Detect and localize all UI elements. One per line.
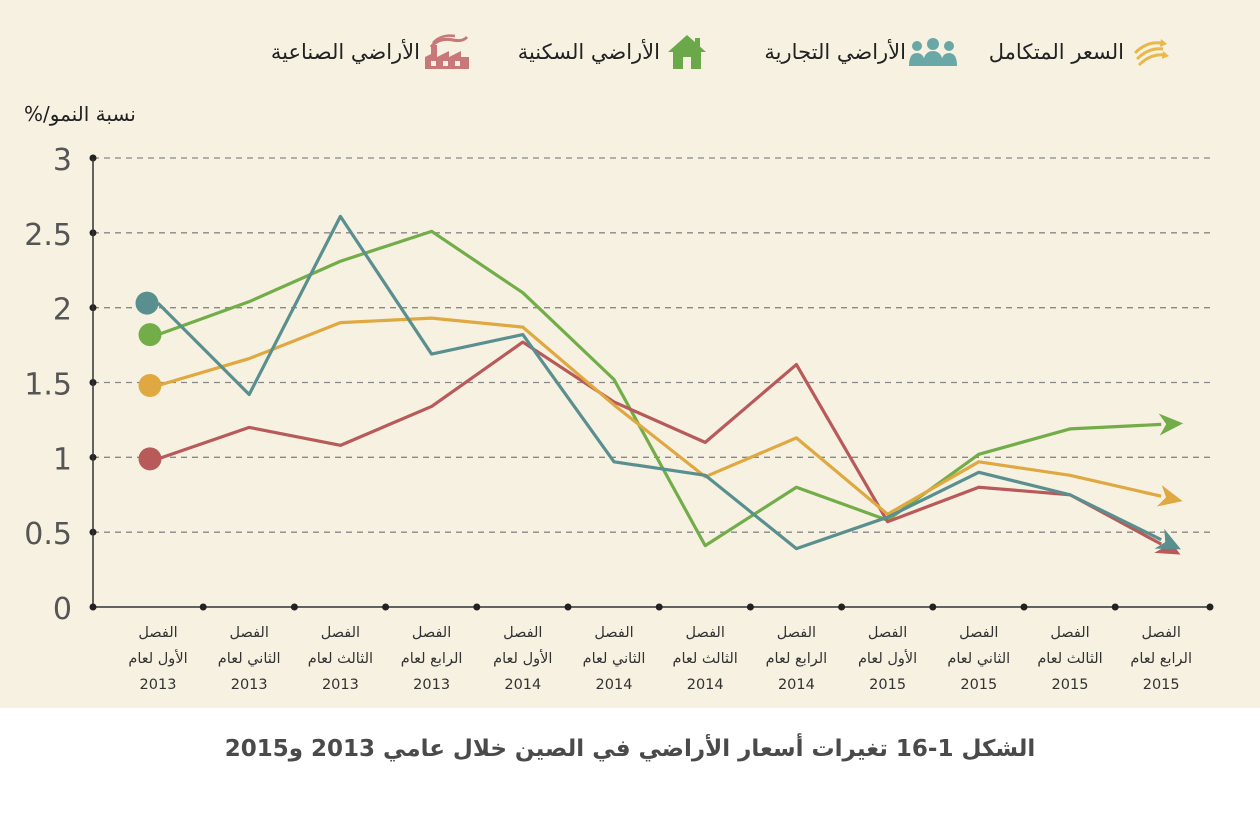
x-tick-label-line: الفصل xyxy=(1050,625,1090,641)
x-tick-label-line: 2013 xyxy=(139,677,177,693)
legend-item-industrial-land: الأراضي الصناعية xyxy=(261,30,474,74)
house-icon xyxy=(660,30,714,74)
x-tick-label: الفصل الأول لعام 2015 xyxy=(843,620,933,698)
y-tick-label: 2.5 xyxy=(24,218,72,253)
x-tick-label: الفصل الرابع لعام 2014 xyxy=(751,620,841,698)
x-tick-dot xyxy=(1020,603,1028,611)
factory-icon xyxy=(420,30,474,74)
legend-item-commercial-land: الأراضي التجارية xyxy=(754,30,960,74)
x-tick-dot xyxy=(89,603,97,611)
y-tick-label: 1.5 xyxy=(24,368,72,403)
x-tick-label-line: الفصل xyxy=(1141,625,1181,641)
x-tick-label-line: الثاني لعام xyxy=(217,651,281,667)
x-tick-label-line: 2015 xyxy=(869,677,907,693)
legend-item-residential-land: الأراضي السكنية xyxy=(508,30,714,74)
x-tick-label-line: الرابع لعام xyxy=(1130,651,1193,667)
x-tick-dot xyxy=(746,603,754,611)
series-start-marker xyxy=(138,323,162,347)
series-arrowhead xyxy=(1156,485,1183,507)
x-tick-label-line: 2014 xyxy=(686,677,724,693)
x-tick-label: الفصل الأول لعام 2013 xyxy=(113,620,203,698)
x-tick-dot xyxy=(1111,603,1119,611)
x-tick-label: الفصل الثاني لعام 2015 xyxy=(934,620,1024,698)
series-line xyxy=(156,214,1162,551)
x-tick-label-line: الرابع لعام xyxy=(400,651,463,667)
x-tick-label: الفصل الرابع لعام 2015 xyxy=(1116,620,1206,698)
x-tick-label-line: 2015 xyxy=(1142,677,1180,693)
x-tick-label-line: 2013 xyxy=(230,677,268,693)
y-tick-label: 0.5 xyxy=(24,517,72,552)
x-tick-label-line: 2013 xyxy=(321,677,359,693)
series-start-marker xyxy=(135,291,159,315)
y-axis-label: نسبة النمو/% xyxy=(24,102,136,126)
x-tick-label-line: الأول لعام xyxy=(493,651,553,667)
y-tick-label: 2 xyxy=(53,293,72,328)
x-tick-label-line: الأول لعام xyxy=(857,651,918,667)
y-tick-label: 3 xyxy=(53,143,72,178)
x-tick-label-line: الفصل xyxy=(411,625,452,641)
x-tick-label-line: 2014 xyxy=(777,677,815,693)
x-tick-dot xyxy=(838,603,846,611)
x-tick-label-line: 2014 xyxy=(504,677,542,693)
people-icon xyxy=(906,30,960,74)
x-tick-label-line: الفصل xyxy=(776,625,817,641)
x-tick-label-line: 2014 xyxy=(595,677,633,693)
x-tick-label-line: الثالث لعام xyxy=(672,651,738,667)
line-chart: 0 0.5 1 1.5 2 2.5 3 xyxy=(24,143,1214,627)
x-tick-label-line: الأول لعام xyxy=(128,651,188,667)
x-tick-label: الفصل الثالث لعام 2013 xyxy=(295,620,385,698)
x-tick-dot xyxy=(290,603,298,611)
x-tick-dot xyxy=(564,603,572,611)
legend-item-integrated-price: السعر المتكامل xyxy=(979,30,1178,74)
x-tick-label-line: الثاني لعام xyxy=(582,651,646,667)
x-tick-label-line: الثاني لعام xyxy=(947,651,1011,667)
x-tick-label: الفصل الأول لعام 2014 xyxy=(478,620,568,698)
x-tick-dot xyxy=(199,603,207,611)
x-tick-dot xyxy=(655,603,663,611)
y-tick-label: 1 xyxy=(53,442,72,477)
y-tick-label: 0 xyxy=(53,592,72,627)
x-tick-label: الفصل الثالث لعام 2014 xyxy=(660,620,750,698)
x-tick-label: الفصل الثاني لعام 2013 xyxy=(204,620,294,698)
x-tick-dot xyxy=(929,603,937,611)
x-tick-dot xyxy=(473,603,481,611)
series-arrowhead xyxy=(1158,413,1184,436)
x-tick-label-line: الفصل xyxy=(867,625,908,641)
series-start-marker xyxy=(138,373,162,397)
series-arrowhead xyxy=(1154,528,1181,550)
x-tick-label: الفصل الرابع لعام 2013 xyxy=(387,620,477,698)
x-tick-label-line: الفصل xyxy=(320,625,361,641)
figure-caption: الشكل 1-16 تغيرات أسعار الأراضي في الصين… xyxy=(224,736,1036,762)
price-arrows-icon xyxy=(1124,30,1178,74)
x-tick-label-line: الفصل xyxy=(685,625,725,641)
x-tick-label-line: 2015 xyxy=(1051,677,1089,693)
series-line xyxy=(157,316,1162,516)
series-line xyxy=(157,229,1162,548)
x-tick-label-line: الثالث لعام xyxy=(307,651,374,667)
x-tick-dot xyxy=(382,603,390,611)
x-tick-label-line: الرابع لعام xyxy=(765,651,828,667)
x-tick-label-line: الثالث لعام xyxy=(1037,651,1103,667)
x-tick-dot xyxy=(1206,603,1214,611)
x-tick-label-line: 2013 xyxy=(413,677,451,693)
x-tick-label-line: الفصل xyxy=(959,625,999,641)
x-tick-label-line: الفصل xyxy=(594,625,634,641)
x-tick-label: الفصل الثاني لعام 2014 xyxy=(569,620,659,698)
x-tick-label-line: الفصل xyxy=(229,625,269,641)
x-tick-label-line: 2015 xyxy=(960,677,998,693)
x-tick-label-line: الفصل xyxy=(503,625,543,641)
series-line xyxy=(157,340,1162,546)
x-tick-label-line: الفصل xyxy=(138,625,178,641)
series-start-marker xyxy=(138,447,162,471)
x-tick-label: الفصل الثالث لعام 2015 xyxy=(1025,620,1115,698)
